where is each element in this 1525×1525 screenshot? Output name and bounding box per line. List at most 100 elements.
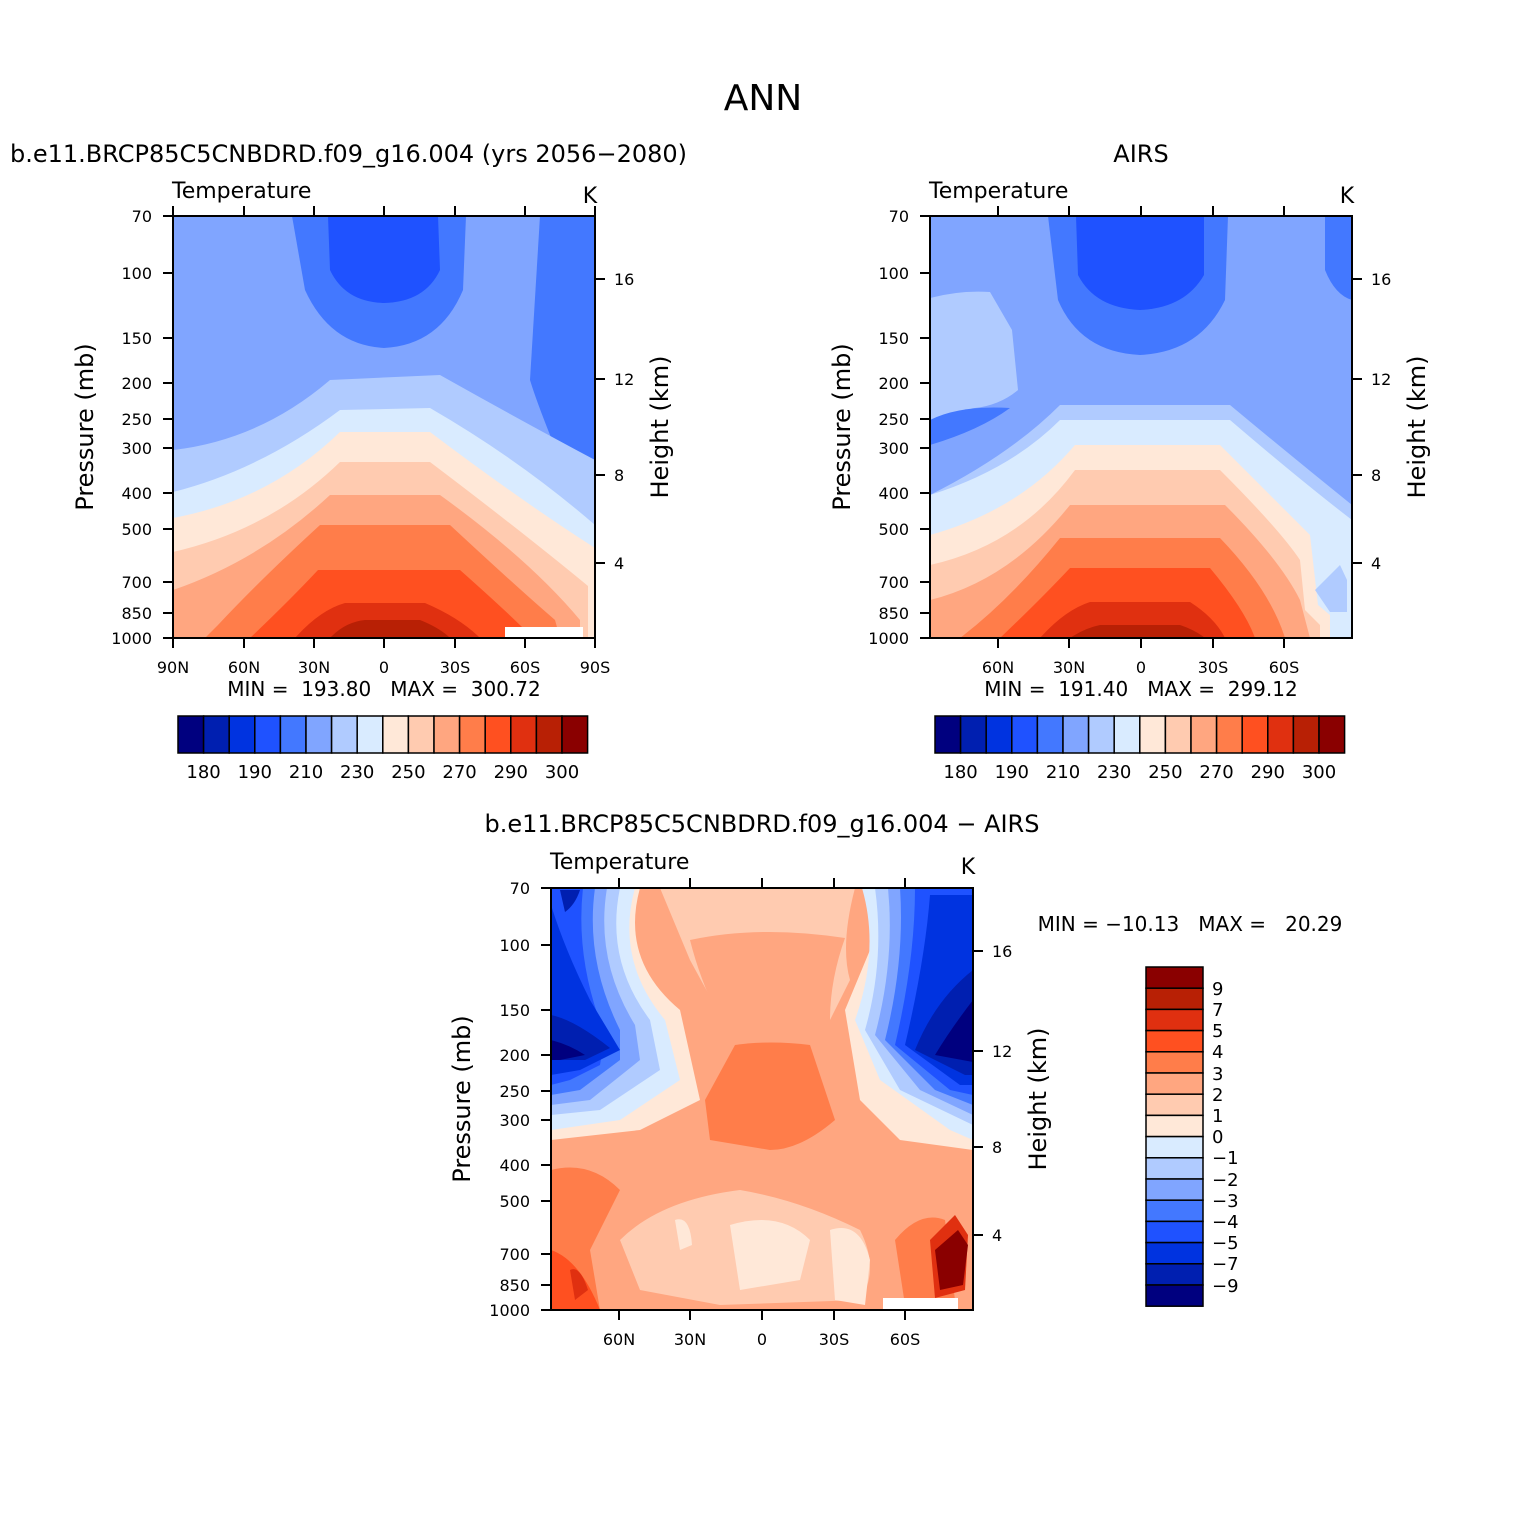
panel-title: b.e11.BRCP85C5CNBDRD.f09_g16.004 (yrs 20…: [10, 140, 687, 168]
lat-tick-label: 60S: [510, 658, 541, 677]
colorbar-swatch: [228, 715, 256, 754]
y-axis-label: Pressure (mb): [828, 343, 856, 510]
pressure-tick-label: 300: [121, 439, 152, 458]
height-tick-label: 12: [992, 1042, 1012, 1061]
height-tick-label: 16: [1371, 270, 1391, 289]
contour-field: [930, 216, 1352, 638]
pressure-tick-label: 200: [499, 1046, 530, 1065]
colorbar-swatch: [1036, 715, 1064, 754]
variable-label: Temperature: [549, 850, 689, 875]
colorbar-swatch: [1145, 1284, 1204, 1307]
colorbar-swatch: [1145, 1241, 1204, 1265]
colorbar-label: −2: [1212, 1170, 1239, 1191]
lat-tick-label: 30N: [1053, 658, 1085, 677]
colorbar: [934, 715, 1346, 754]
colorbar-swatch: [382, 715, 410, 754]
colorbar-label: 250: [1148, 762, 1182, 783]
height-tick-label: 8: [614, 466, 624, 485]
colorbar-swatch: [1145, 1029, 1204, 1053]
pressure-tick-label: 70: [889, 207, 909, 226]
colorbar-label: −3: [1212, 1191, 1239, 1212]
height-tick-label: 4: [1371, 554, 1381, 573]
y2-axis-label: Height (km): [1403, 356, 1431, 499]
pressure-tick-label: 200: [878, 374, 909, 393]
colorbar-swatch: [433, 715, 461, 754]
colorbar-swatch: [1215, 715, 1243, 754]
colorbar-swatch: [1267, 715, 1295, 754]
colorbar-label: −9: [1212, 1276, 1239, 1297]
colorbar-swatch: [1145, 987, 1204, 1011]
panel-airs: AIRS Temperature K: [828, 140, 1431, 783]
pressure-tick-label: 150: [878, 329, 909, 348]
height-tick-label: 8: [1371, 466, 1381, 485]
lat-tick-label: 60N: [603, 1330, 635, 1349]
pressure-tick-label: 250: [499, 1082, 530, 1101]
colorbar-swatch: [254, 715, 282, 754]
lat-tick-label: 60N: [228, 658, 260, 677]
pressure-tick-label: 250: [878, 410, 909, 429]
colorbar-label: 190: [995, 762, 1029, 783]
colorbar-label: 210: [289, 762, 323, 783]
pressure-tick-label: 400: [878, 484, 909, 503]
pressure-tick-label: 70: [510, 879, 530, 898]
colorbar-label: 300: [1302, 762, 1336, 783]
colorbar-swatch: [1145, 1072, 1204, 1095]
pressure-tick-label: 400: [121, 484, 152, 503]
colorbar-label: 230: [340, 762, 374, 783]
colorbar-swatch: [1087, 715, 1115, 754]
colorbar-swatch: [1011, 715, 1039, 754]
lat-tick-label: 30N: [674, 1330, 706, 1349]
colorbar-label: 5: [1212, 1021, 1223, 1042]
colorbar-swatch: [177, 715, 205, 754]
panel-title: AIRS: [1113, 140, 1168, 168]
colorbar-swatch: [959, 715, 987, 754]
pressure-tick-label: 850: [878, 604, 909, 623]
colorbar-label: 230: [1097, 762, 1131, 783]
colorbar-swatch: [1164, 715, 1192, 754]
colorbar-swatch: [1190, 715, 1218, 754]
lat-tick-label: 30S: [1198, 658, 1229, 677]
lat-tick-label: 90S: [580, 658, 611, 677]
height-tick-label: 4: [992, 1226, 1002, 1245]
colorbar-label: 300: [545, 762, 579, 783]
lat-tick-label: 30N: [298, 658, 330, 677]
colorbar-swatch: [1145, 1157, 1204, 1180]
pressure-tick-label: 300: [878, 439, 909, 458]
colorbar-swatch: [484, 715, 512, 754]
colorbar-swatch: [1113, 715, 1141, 754]
colorbar: [1145, 966, 1204, 1307]
colorbar-swatch: [279, 715, 307, 754]
colorbar-label: 190: [238, 762, 272, 783]
colorbar-swatch: [1145, 1178, 1204, 1201]
units-label: K: [961, 855, 976, 880]
colorbar-swatch: [202, 715, 230, 754]
colorbar-label: 4: [1212, 1042, 1223, 1063]
y2-axis-label: Height (km): [646, 356, 674, 499]
colorbar-label: 270: [442, 762, 476, 783]
panel-difference: b.e11.BRCP85C5CNBDRD.f09_g16.004 − AIRS …: [448, 810, 1342, 1349]
pressure-tick-label: 700: [878, 573, 909, 592]
colorbar-swatch: [1145, 1114, 1204, 1138]
pressure-axis: [163, 215, 173, 639]
variable-label: Temperature: [171, 179, 311, 204]
colorbar-swatch: [934, 715, 962, 754]
colorbar-swatch: [985, 715, 1013, 754]
height-tick-label: 12: [614, 370, 634, 389]
colorbar-swatch: [458, 715, 486, 754]
colorbar-label: 9: [1212, 979, 1223, 1000]
pressure-tick-label: 700: [121, 573, 152, 592]
colorbar-swatch: [407, 715, 435, 754]
colorbar-swatch: [1145, 1008, 1204, 1032]
colorbar-swatch: [1145, 1051, 1204, 1074]
pressure-tick-label: 100: [878, 264, 909, 283]
lat-tick-label: 60S: [890, 1330, 921, 1349]
height-tick-label: 8: [992, 1138, 1002, 1157]
pressure-tick-label: 1000: [111, 629, 152, 648]
colorbar-label: 210: [1046, 762, 1080, 783]
pressure-tick-label: 200: [121, 374, 152, 393]
pressure-tick-label: 100: [499, 936, 530, 955]
figure-title: ANN: [724, 78, 803, 119]
colorbar-label: −4: [1212, 1212, 1239, 1233]
colorbar-label: 290: [1251, 762, 1285, 783]
